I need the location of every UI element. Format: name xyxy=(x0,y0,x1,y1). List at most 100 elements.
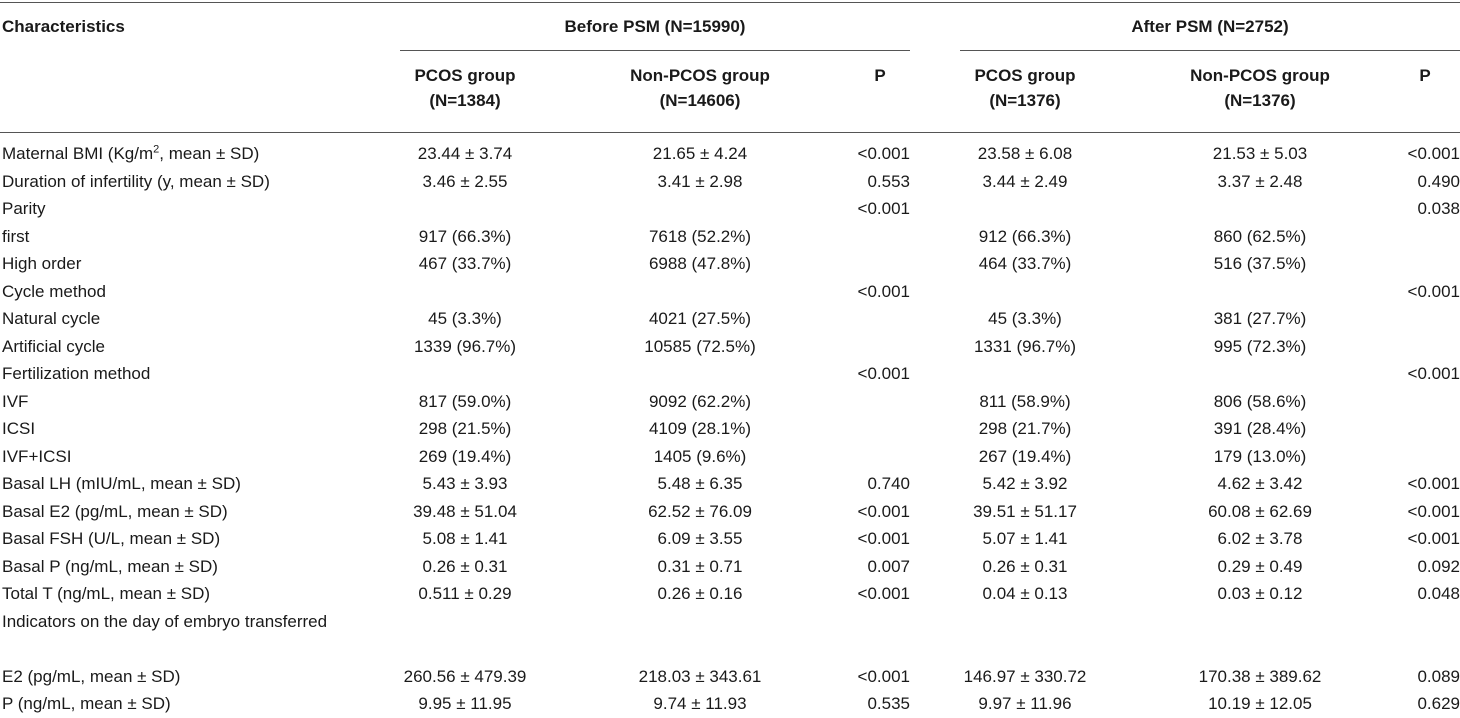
before-psm-span-rule xyxy=(400,50,910,51)
before-p-cell: <0.001 xyxy=(857,529,910,548)
spacer-cell xyxy=(1100,223,1170,251)
table-row: Indicators on the day of embryo transfer… xyxy=(0,608,1460,663)
row-label: Basal P (ng/mL, mean ± SD) xyxy=(2,556,218,576)
spacer-cell xyxy=(910,388,950,416)
spacer-cell xyxy=(1100,690,1170,718)
after-non-pcos-cell: 995 (72.3%) xyxy=(1213,336,1307,356)
after-pcos-cell: 45 (3.3%) xyxy=(988,309,1062,328)
spacer-cell xyxy=(540,608,610,663)
before-pcos-cell: 269 (19.4%) xyxy=(418,446,512,466)
row-label: Cycle method xyxy=(2,281,106,301)
spacer-cell xyxy=(910,663,950,691)
after-pcos-cell xyxy=(950,278,1100,306)
after-pcos-cell: 146.97 ± 330.72 xyxy=(963,666,1087,686)
after-pcos-cell xyxy=(950,608,1100,663)
spacer-cell xyxy=(1100,168,1170,196)
spacer-cell xyxy=(910,195,950,223)
after-non-pcos-cell: 3.37 ± 2.48 xyxy=(1217,171,1303,191)
after-pcos-cell: 5.42 ± 3.92 xyxy=(982,474,1068,493)
spacer-cell xyxy=(910,223,950,251)
after-non-pcos-cell: 4.62 ± 3.42 xyxy=(1217,474,1303,493)
before-p-cell: 0.535 xyxy=(867,694,910,713)
header-bottom-rule xyxy=(0,132,1460,133)
after-pcos-header-line1: PCOS group xyxy=(974,66,1076,85)
before-p-cell: 0.553 xyxy=(867,171,910,191)
spacer-cell xyxy=(1100,663,1170,691)
spacer-cell xyxy=(910,608,950,663)
row-label: High order xyxy=(2,254,82,273)
before-p-cell: <0.001 xyxy=(857,666,910,686)
after-pcos-cell: 1331 (96.7%) xyxy=(973,336,1077,356)
before-non-pcos-cell: 6.09 ± 3.55 xyxy=(657,529,743,548)
after-pcos-cell: 0.26 ± 0.31 xyxy=(982,556,1068,576)
before-pcos-cell: 0.511 ± 0.29 xyxy=(418,584,512,603)
table-row: IVF 817 (59.0%) 9092 (62.2%) 811 (58.9%) 806… xyxy=(0,388,1460,416)
after-non-pcos-cell: 381 (27.7%) xyxy=(1213,309,1307,328)
after-p-cell xyxy=(1350,250,1460,278)
table-top-rule xyxy=(0,2,1460,3)
before-p-cell: <0.001 xyxy=(857,281,910,301)
before-non-pcos-cell: 5.48 ± 6.35 xyxy=(657,474,743,493)
table-row: IVF+ICSI 269 (19.4%) 1405 (9.6%) 267 (19.4%… xyxy=(0,443,1460,471)
table-row: Basal FSH (U/L, mean ± SD) 5.08 ± 1.41 6.0… xyxy=(0,525,1460,553)
before-non-pcos-cell: 0.31 ± 0.71 xyxy=(657,556,743,576)
before-p-cell xyxy=(790,333,910,361)
spacer-cell xyxy=(910,278,950,306)
spacer-cell xyxy=(540,195,610,223)
row-label: Basal LH (mIU/mL, mean ± SD) xyxy=(2,474,241,493)
after-non-pcos-cell xyxy=(1170,195,1350,223)
before-p-cell xyxy=(790,415,910,443)
table-row: first 917 (66.3%) 7618 (52.2%) 912 (66.3%) 8… xyxy=(0,223,1460,251)
table-row: ICSI 298 (21.5%) 4109 (28.1%) 298 (21.7%) 39… xyxy=(0,415,1460,443)
spacer-cell xyxy=(1100,470,1170,498)
after-pcos-cell: 0.04 ± 0.13 xyxy=(982,584,1068,603)
spacer-cell xyxy=(540,663,610,691)
row-label: Fertilization method xyxy=(2,364,151,383)
before-pcos-cell xyxy=(390,195,540,223)
before-p-cell: <0.001 xyxy=(857,584,910,603)
bmi-label-end: , mean ± SD) xyxy=(159,144,260,163)
before-non-pcos-cell: 21.65 ± 4.24 xyxy=(652,144,748,163)
spacer-cell xyxy=(540,690,610,718)
after-pcos-cell: 5.07 ± 1.41 xyxy=(982,529,1068,548)
after-pcos-cell xyxy=(950,360,1100,388)
before-p-cell: 0.007 xyxy=(867,556,910,576)
table-row: Total T (ng/mL, mean ± SD) 0.511 ± 0.29 0.… xyxy=(0,580,1460,608)
after-pcos-cell xyxy=(950,195,1100,223)
spacer-cell xyxy=(540,388,610,416)
spacer-cell xyxy=(910,525,950,553)
before-non-pcos-cell xyxy=(610,608,790,663)
spacer-cell xyxy=(540,305,610,333)
spacer-cell xyxy=(910,360,950,388)
after-p-cell: 0.089 xyxy=(1417,666,1460,686)
spacer-cell xyxy=(1100,443,1170,471)
before-p-column-header: P xyxy=(874,66,886,85)
spacer-cell xyxy=(540,498,610,526)
before-non-pcos-cell: 9.74 ± 11.93 xyxy=(653,694,747,713)
spacer-cell xyxy=(540,223,610,251)
spacer-cell xyxy=(910,140,950,168)
spacer-cell xyxy=(1100,250,1170,278)
before-non-pcos-cell: 9092 (62.2%) xyxy=(648,391,752,411)
row-label: IVF+ICSI xyxy=(2,446,72,466)
after-p-cell: <0.001 xyxy=(1407,501,1460,521)
before-pcos-cell: 467 (33.7%) xyxy=(418,254,512,273)
after-p-cell xyxy=(1350,223,1460,251)
before-pcos-cell: 39.48 ± 51.04 xyxy=(413,501,517,521)
after-non-pcos-cell: 60.08 ± 62.69 xyxy=(1208,501,1312,521)
after-p-cell xyxy=(1350,333,1460,361)
spacer-cell xyxy=(1100,580,1170,608)
spacer-cell xyxy=(1100,333,1170,361)
before-pcos-cell: 817 (59.0%) xyxy=(418,391,512,411)
spacer-cell xyxy=(1100,415,1170,443)
table-row: Parity <0.001 0.038 xyxy=(0,195,1460,223)
spacer-cell xyxy=(910,553,950,581)
spacer-cell xyxy=(910,333,950,361)
before-p-cell xyxy=(790,250,910,278)
before-non-pcos-cell: 218.03 ± 343.61 xyxy=(638,666,762,686)
spacer-cell xyxy=(1100,278,1170,306)
spacer-cell xyxy=(1100,498,1170,526)
before-non-pcos-cell: 3.41 ± 2.98 xyxy=(657,171,743,191)
before-p-cell: <0.001 xyxy=(857,501,910,521)
spacer-cell xyxy=(540,333,610,361)
